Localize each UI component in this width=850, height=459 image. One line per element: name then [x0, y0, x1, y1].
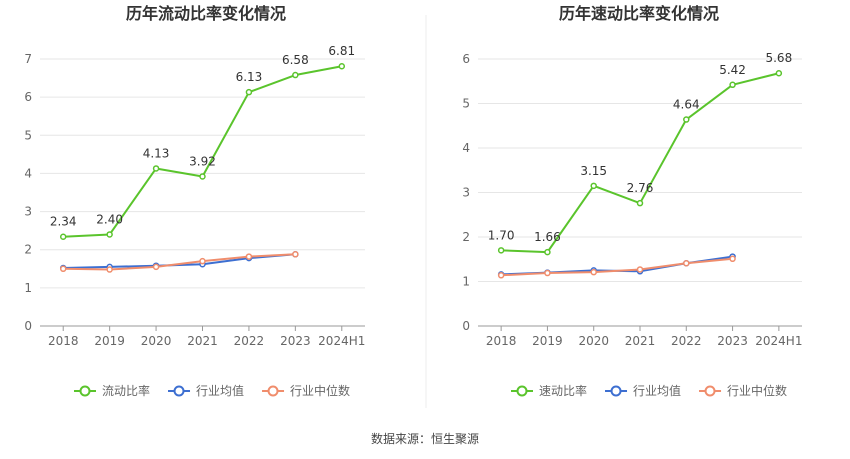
- x-tick-label: 2020: [141, 334, 172, 348]
- data-point: [59, 233, 67, 240]
- legend-marker: [173, 385, 185, 397]
- y-tick-label: 0: [462, 319, 470, 333]
- x-tick-label: 2021: [625, 334, 656, 348]
- legend-label: 流动比率: [102, 383, 150, 398]
- x-tick-label: 2023: [717, 334, 748, 348]
- data-label: 4.13: [143, 146, 170, 160]
- chart-title: 历年流动比率变化情况: [126, 4, 286, 23]
- data-point: [497, 247, 505, 254]
- data-point: [497, 272, 505, 279]
- data-label: 1.66: [534, 230, 561, 244]
- data-point: [245, 253, 253, 260]
- data-point: [292, 71, 299, 79]
- data-label: 6.13: [236, 70, 263, 84]
- y-tick-label: 2: [462, 230, 470, 244]
- data-label: 4.64: [673, 98, 700, 112]
- data-point: [338, 62, 346, 70]
- legend-item[interactable]: 流动比率: [74, 383, 150, 398]
- x-tick-label: 2021: [187, 334, 218, 348]
- y-tick-label: 6: [24, 90, 32, 104]
- data-source: 数据来源：恒生聚源: [371, 431, 479, 446]
- data-label: 2.40: [96, 212, 123, 226]
- data-point: [106, 266, 113, 273]
- x-tick-label: 2018: [486, 334, 517, 348]
- x-tick-label: 2018: [48, 334, 79, 348]
- x-tick-label: 2019: [532, 334, 563, 348]
- legend-item[interactable]: 速动比率: [511, 383, 587, 398]
- current-ratio-chart: 历年流动比率变化情况 0 1 2 3 4 5 6 7 2018 2019 2020 2021 2022 20…: [24, 4, 365, 398]
- legend-marker: [79, 385, 91, 397]
- y-tick-label: 5: [24, 128, 32, 142]
- x-tick-label: 2024H1: [755, 334, 802, 348]
- data-point: [544, 269, 551, 277]
- legend-label: 速动比率: [539, 383, 587, 398]
- y-tick-label: 4: [24, 166, 32, 180]
- legend-label: 行业中位数: [727, 383, 787, 398]
- data-point: [199, 173, 206, 180]
- x-tick-label: 2020: [578, 334, 609, 348]
- data-point: [729, 255, 736, 263]
- data-label: 6.81: [328, 44, 355, 58]
- data-point: [59, 265, 67, 273]
- data-label: 3.15: [580, 164, 607, 178]
- data-point: [683, 116, 690, 123]
- data-point: [590, 268, 597, 276]
- data-point: [152, 165, 160, 172]
- data-label: 1.70: [488, 228, 515, 242]
- legend-item[interactable]: 行业均值: [605, 383, 681, 398]
- legend-label: 行业中位数: [290, 383, 350, 398]
- x-tick-label: 2019: [94, 334, 125, 348]
- x-tick-label: 2022: [671, 334, 702, 348]
- series-line: [501, 72, 780, 254]
- x-tick-label: 2024H1: [318, 334, 365, 348]
- y-tick-label: 2: [24, 243, 32, 257]
- legend-item[interactable]: 行业均值: [168, 383, 244, 398]
- data-point: [636, 199, 644, 207]
- data-point: [590, 182, 597, 190]
- data-label: 5.42: [719, 63, 746, 77]
- data-point: [106, 231, 113, 238]
- legend-item[interactable]: 行业中位数: [262, 383, 350, 398]
- series-line: [501, 257, 733, 277]
- data-point: [245, 88, 253, 96]
- quick-ratio-chart: 历年速动比率变化情况 0 1 2 3 4 5 6 2018 2019 2020 2021 2022 202…: [462, 4, 802, 398]
- y-tick-label: 5: [462, 97, 470, 111]
- legend-marker: [516, 385, 528, 397]
- y-tick-label: 1: [462, 275, 470, 289]
- data-point: [729, 81, 736, 89]
- y-tick-label: 3: [462, 186, 470, 200]
- y-tick-label: 7: [24, 52, 32, 66]
- data-label: 2.76: [627, 181, 654, 195]
- y-tick-label: 6: [462, 52, 470, 66]
- x-tick-label: 2023: [280, 334, 311, 348]
- legend-marker: [267, 385, 279, 397]
- legend-marker: [610, 385, 622, 397]
- y-tick-label: 0: [24, 319, 32, 333]
- legend-item[interactable]: 行业中位数: [699, 383, 787, 398]
- x-tick-label: 2022: [234, 334, 265, 348]
- y-tick-label: 1: [24, 281, 32, 295]
- data-point: [636, 266, 644, 273]
- data-label: 2.34: [50, 215, 77, 229]
- data-point: [152, 263, 160, 271]
- data-point: [775, 69, 783, 77]
- legend-label: 行业均值: [196, 383, 244, 398]
- data-point: [292, 251, 299, 258]
- data-point: [199, 257, 206, 265]
- chart-title: 历年速动比率变化情况: [559, 4, 719, 23]
- legend-marker: [704, 385, 716, 397]
- series-line: [63, 253, 296, 271]
- data-label: 6.58: [282, 53, 309, 67]
- legend-label: 行业均值: [633, 383, 681, 398]
- y-tick-label: 3: [24, 205, 32, 219]
- data-point: [683, 260, 690, 267]
- data-point: [544, 248, 551, 256]
- data-label: 5.68: [765, 51, 792, 65]
- y-tick-label: 4: [462, 141, 470, 155]
- data-label: 3.92: [189, 154, 216, 168]
